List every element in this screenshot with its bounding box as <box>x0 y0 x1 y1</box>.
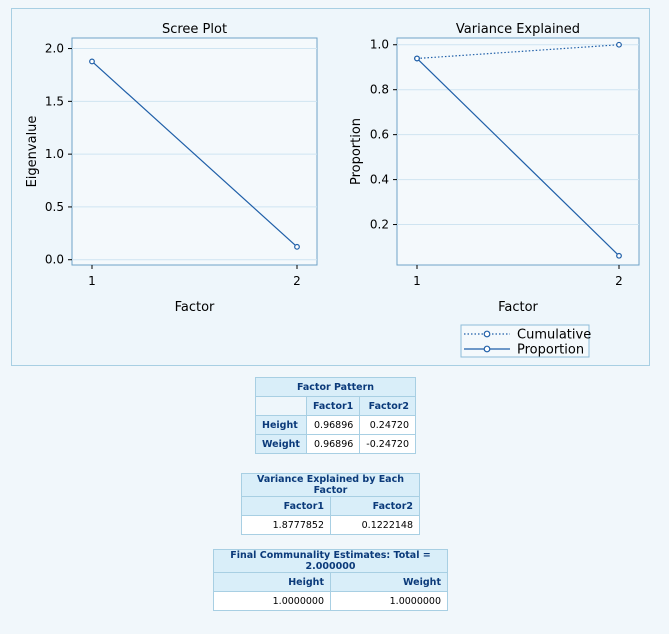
table-caption: Factor Pattern <box>254 377 417 397</box>
data-point <box>616 41 622 48</box>
table-caption: Final Communality Estimates: Total = 2.0… <box>213 549 448 573</box>
column-header: Factor1 <box>305 396 361 416</box>
table-cell: 1.0000000 <box>330 591 448 611</box>
data-point <box>414 55 420 62</box>
y-axis-label: Proportion <box>349 118 364 185</box>
column-header: Weight <box>330 572 448 592</box>
y-axis-label: Eigenvalue <box>25 116 40 188</box>
legend-marker <box>483 330 491 338</box>
table-cell: 1.8777852 <box>241 515 331 535</box>
data-point <box>89 58 95 65</box>
data-point <box>294 243 300 250</box>
table-row: 1.0000000 1.0000000 <box>213 591 448 611</box>
table-cell: -0.24720 <box>359 434 417 454</box>
chart-title: Scree Plot <box>162 22 227 37</box>
variance-explained-table: Variance Explained by Each Factor Factor… <box>241 473 420 535</box>
column-header: Factor1 <box>241 496 331 516</box>
charts-svg: 0.0 0.5 1.0 1.5 2.0 1 2 Scree Plot Factor Eigenva… <box>25 22 640 358</box>
table-caption: Variance Explained by Each Factor <box>241 473 420 497</box>
table-corner <box>255 396 307 416</box>
y-tick-label: 1.5 <box>45 94 64 108</box>
legend-marker <box>483 345 491 353</box>
column-header: Height <box>213 572 331 592</box>
column-header: Factor2 <box>359 396 417 416</box>
series-line <box>416 58 620 257</box>
y-tick-label: 0.5 <box>45 200 64 214</box>
legend-box <box>460 324 590 358</box>
series-line <box>91 61 298 248</box>
legend-label: Cumulative <box>517 328 591 343</box>
row-header: Weight <box>255 434 307 454</box>
y-tick-label: 0.4 <box>370 173 389 187</box>
y-tick-label: 0.2 <box>370 218 389 232</box>
table-row: Height 0.96896 0.24720 <box>255 415 417 435</box>
plot-area <box>71 37 318 266</box>
y-tick-label: 0.6 <box>370 128 389 142</box>
y-tick-label: 0.0 <box>45 253 64 267</box>
x-tick-label: 1 <box>88 274 96 288</box>
y-tick-label: 1.0 <box>45 147 64 161</box>
series-line <box>416 44 620 60</box>
table-row: 1.8777852 0.1222148 <box>241 515 420 535</box>
y-tick-label: 1.0 <box>370 38 389 52</box>
table-cell: 0.96896 <box>305 415 361 435</box>
y-tick-label: 2.0 <box>45 42 64 56</box>
legend-label: Proportion <box>517 343 584 358</box>
table-cell: 0.96896 <box>305 434 361 454</box>
x-tick-label: 2 <box>293 274 301 288</box>
table-row: Weight 0.96896 -0.24720 <box>255 434 417 454</box>
chart-title: Variance Explained <box>456 22 580 37</box>
table-cell: 1.0000000 <box>213 591 331 611</box>
chart-panel: 0.0 0.5 1.0 1.5 2.0 1 2 Scree Plot Factor Eigenva… <box>11 8 650 366</box>
x-axis-label: Factor <box>498 300 538 315</box>
row-header: Height <box>255 415 307 435</box>
plot-area <box>396 37 640 266</box>
table-cell: 0.24720 <box>359 415 417 435</box>
x-tick-label: 2 <box>615 274 623 288</box>
x-tick-label: 1 <box>413 274 421 288</box>
column-header: Factor2 <box>330 496 420 516</box>
factor-pattern-table: Factor Pattern Factor1 Factor2 Height 0.… <box>254 377 417 454</box>
communality-table: Final Communality Estimates: Total = 2.0… <box>213 549 448 611</box>
data-point <box>616 252 622 259</box>
y-tick-label: 0.8 <box>370 83 389 97</box>
x-axis-label: Factor <box>175 300 215 315</box>
table-cell: 0.1222148 <box>330 515 420 535</box>
